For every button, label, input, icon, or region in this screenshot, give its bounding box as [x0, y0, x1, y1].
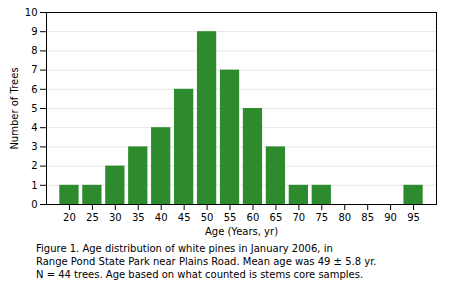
svg-text:1: 1	[31, 180, 37, 191]
html-text:Figure 1. Age distribution of: Figure 1. Age distribution of white pine…	[36, 243, 377, 280]
svg-text:5: 5	[31, 103, 37, 114]
svg-text:60: 60	[247, 212, 260, 223]
svg-text:Number of Trees: Number of Trees	[9, 67, 20, 149]
svg-text:8: 8	[31, 45, 37, 56]
svg-text:70: 70	[292, 212, 305, 223]
svg-text:55: 55	[224, 212, 237, 223]
svg-text:25: 25	[86, 212, 99, 223]
svg-text:4: 4	[31, 122, 37, 133]
svg-text:50: 50	[201, 212, 214, 223]
svg-text:Age (Years, yr): Age (Years, yr)	[205, 226, 278, 237]
svg-text:20: 20	[63, 212, 76, 223]
svg-text:80: 80	[338, 212, 351, 223]
svg-text:85: 85	[361, 212, 374, 223]
svg-text:40: 40	[155, 212, 168, 223]
svg-text:9: 9	[31, 26, 37, 37]
svg-text:75: 75	[315, 212, 328, 223]
svg-text:0: 0	[31, 199, 37, 210]
svg-text:2: 2	[31, 160, 37, 171]
svg-text:65: 65	[270, 212, 283, 223]
svg-text:35: 35	[132, 212, 145, 223]
svg-text:3: 3	[31, 141, 37, 152]
svg-text:95: 95	[407, 212, 420, 223]
svg-text:6: 6	[31, 84, 37, 95]
svg-text:45: 45	[178, 212, 191, 223]
svg-text:90: 90	[384, 212, 397, 223]
svg-text:7: 7	[31, 64, 37, 75]
svg-text:10: 10	[25, 7, 38, 18]
svg-text:30: 30	[109, 212, 122, 223]
